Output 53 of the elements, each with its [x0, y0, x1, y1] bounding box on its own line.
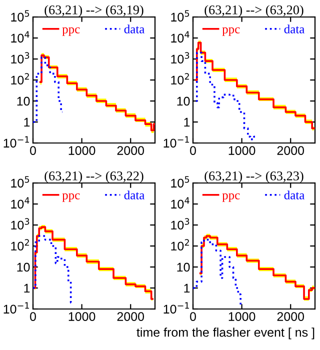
x-tick-label: 1000: [228, 146, 256, 155]
x-tick-label: 2000: [117, 312, 144, 321]
y-tick-label: 10$^{2}$: [171, 239, 189, 251]
chart-title: (63,21) --> (63,23): [204, 171, 304, 184]
x-tick-label: 1000: [68, 312, 96, 321]
y-tick-label: 10$^{4}$: [11, 31, 30, 43]
text: ppc: [222, 193, 240, 202]
y-tick-label: 10$^{5}$: [11, 176, 30, 188]
y-tick-label: 10$^{−1}$: [4, 302, 29, 314]
y-tick-label: 10$^{−1}$: [4, 136, 29, 148]
y-tick-label: 10$^{5}$: [171, 176, 190, 188]
chart-title: (63,21) --> (63,22): [44, 171, 144, 184]
y-tick-label: 10$^{5}$: [171, 10, 190, 22]
y-tick-label: 10: [17, 96, 30, 106]
y-tick-label: 10: [177, 96, 190, 106]
x-axis-title: time from the flasher event [ ns ]: [136, 328, 314, 340]
y-tick-label: 10$^{2}$: [11, 239, 29, 251]
x-tick-label: 2000: [277, 146, 304, 155]
y-tick-label: 1: [184, 284, 190, 293]
legend-label: data: [284, 24, 305, 34]
legend-label: data: [124, 190, 145, 200]
x-tick-label: 0: [30, 146, 36, 155]
y-tick-label: 1: [24, 284, 30, 293]
legend-label: data: [284, 190, 305, 200]
y-tick-label: 10$^{4}$: [171, 31, 190, 43]
y-tick-label: 10$^{4}$: [171, 197, 190, 209]
x-tick-label: 2000: [277, 312, 304, 321]
x-tick-label: 2000: [117, 146, 144, 155]
chart-title: (63,21) --> (63,19): [44, 5, 144, 18]
y-tick-label: 10$^{5}$: [11, 10, 30, 22]
x-tick-label: 1000: [68, 146, 96, 155]
y-tick-label: 10$^{3}$: [171, 218, 190, 230]
x-tick-label: 0: [190, 312, 196, 321]
chart-title: (63,21) --> (63,20): [204, 5, 304, 18]
series-label: ppc: [222, 27, 240, 36]
legend-label: ppc: [62, 193, 80, 202]
x-tick-label: 0: [190, 146, 196, 155]
x-tick-label: 0: [30, 312, 36, 321]
y-tick-label: 10: [177, 262, 190, 272]
y-tick-label: 1: [24, 118, 30, 127]
y-tick-label: 10$^{−1}$: [164, 136, 189, 148]
y-tick-label: 10$^{2}$: [171, 73, 189, 85]
legend-label: ppc: [62, 27, 80, 36]
y-tick-label: 10$^{3}$: [11, 218, 30, 230]
y-tick-label: 1: [184, 118, 190, 127]
y-tick-label: 10$^{3}$: [171, 52, 190, 64]
x-tick-label: 1000: [228, 312, 256, 321]
y-tick-label: 10: [17, 262, 30, 272]
y-tick-label: 10$^{−1}$: [164, 302, 189, 314]
y-tick-label: 10$^{4}$: [11, 197, 30, 209]
y-tick-label: 10$^{2}$: [11, 73, 29, 85]
legend-label: data: [124, 24, 145, 34]
y-tick-label: 10$^{3}$: [11, 52, 30, 64]
